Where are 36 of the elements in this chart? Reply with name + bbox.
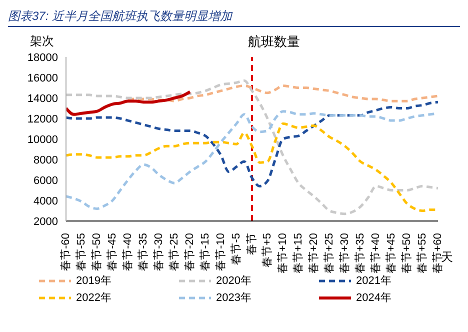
x-tick-label: 春节-45 [106,233,118,271]
y-tick-label: 6000 [34,174,58,187]
x-tick-label: 春节-15 [198,233,212,271]
x-tick-label: 春节-55 [74,233,88,271]
legend-label: 2021年 [356,274,392,288]
x-tick-label: 春节-50 [90,233,103,271]
y-tick-label: 8000 [34,154,58,166]
y-tick-label: 2000 [34,216,58,228]
legend-label: 2020年 [216,274,252,288]
chart-subtitle: 航班数量 [248,34,300,49]
x-tick-label: 春节-20 [183,233,196,271]
legend-label: 2022年 [76,291,112,305]
x-tick-label: 春节-35 [136,233,150,271]
x-axis-title: 天 [441,249,453,264]
x-tick-label: 春节+5 [260,233,274,268]
x-tick-label: 春节 [245,233,258,255]
x-tick-label: 春节-40 [121,233,134,271]
x-tick-label: 春节-60 [59,233,72,271]
line-series [66,90,192,116]
y-tick-label: 16000 [27,72,58,84]
line-series [66,100,438,188]
x-tick-label: 春节-30 [152,233,165,271]
y-tick-label: 12000 [27,113,58,126]
y-axis-title: 架次 [30,33,54,50]
x-tick-label: 春节-5 [230,233,242,265]
chart-title: 图表37: 近半月全国航班执飞数量明显增加 [8,8,460,27]
legend-label: 2024年 [356,291,392,305]
y-tick-label: 14000 [27,92,58,105]
x-tick-label: 春节-25 [168,233,180,271]
x-tick-label: 春节-10 [214,233,227,271]
legend-label: 2019年 [76,274,112,288]
y-tick-label: 18000 [27,52,58,64]
y-tick-label: 4000 [34,195,58,208]
legend-label: 2023年 [216,291,252,305]
y-tick-label: 10000 [27,134,58,146]
line-series [66,79,438,216]
